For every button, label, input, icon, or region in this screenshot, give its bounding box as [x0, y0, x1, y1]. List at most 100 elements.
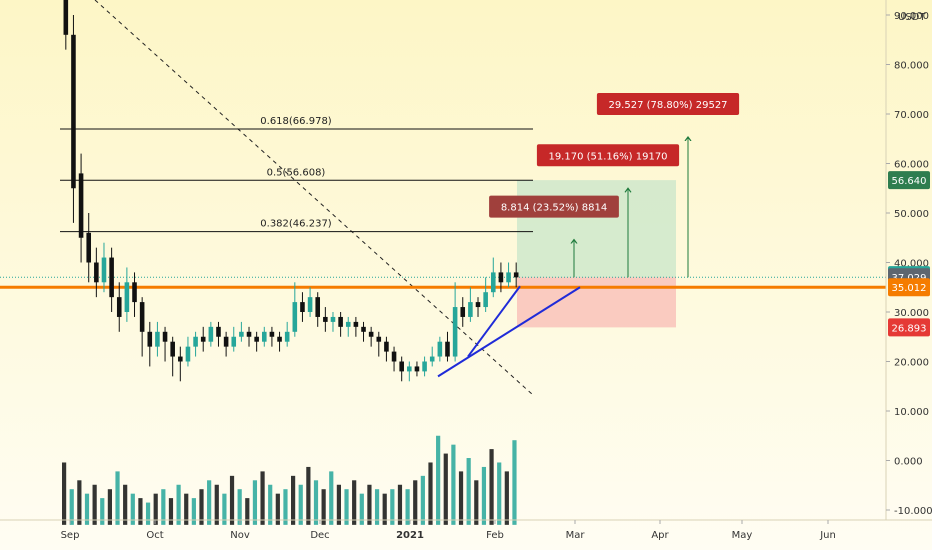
price-axis-tick-label: 70.000: [894, 110, 929, 121]
time-axis-tick-label: Sep: [61, 530, 80, 541]
candle-body: [94, 262, 99, 283]
price-axis-unit: USDT: [898, 12, 926, 23]
price-axis-tick-label: 90.000: [894, 11, 929, 22]
candle-body: [116, 297, 122, 317]
volume-bar: [458, 471, 464, 525]
volume-bar: [451, 444, 456, 525]
volume-bar: [352, 480, 357, 525]
candle-body: [460, 307, 466, 317]
fib-level-label: 0.618(66.978): [260, 116, 332, 127]
candle-body: [475, 302, 481, 308]
volume-bar: [382, 493, 387, 525]
price-axis-tick-label: -10.000: [894, 506, 932, 517]
fib-level-label: 0.382(46.237): [260, 219, 332, 230]
candle-body: [78, 173, 84, 238]
price-axis-tick-label: 40.000: [894, 259, 929, 270]
volume-bar: [336, 484, 341, 525]
time-axis-tick-label: May: [732, 530, 753, 541]
candle-body: [353, 321, 359, 327]
target-label: 8.814 (23.52%) 8814: [501, 203, 607, 214]
ascending-trendline[interactable]: [467, 285, 521, 358]
price-tag-box: [888, 278, 930, 297]
time-axis-tick-label: Mar: [566, 530, 586, 541]
candle-body: [513, 272, 519, 278]
position-loss-zone[interactable]: [517, 277, 676, 328]
candle-body: [239, 331, 244, 337]
candle-body: [368, 331, 374, 337]
volume-bar: [413, 480, 418, 525]
candle-body: [86, 232, 92, 263]
volume-bar: [191, 498, 196, 525]
candle-body: [399, 361, 404, 372]
volume-bar: [344, 489, 349, 525]
candle-body: [307, 297, 313, 312]
candle-body: [63, 0, 69, 35]
candle-body: [376, 336, 382, 342]
volume-bar: [405, 489, 410, 525]
price-axis-tick-label: 80.000: [894, 61, 929, 72]
candle-body: [445, 341, 450, 357]
volume-bar: [138, 498, 143, 525]
candle-body: [109, 257, 114, 298]
price-axis-ticks: 90.000 80.000 70.000 60.000 50.000 40.000 30.0…: [886, 11, 932, 517]
candle-body: [178, 356, 183, 362]
volume-bar: [489, 449, 494, 525]
volume-bar: [313, 480, 319, 525]
candle-body: [323, 316, 328, 322]
price-axis-tick-label: 10.000: [894, 407, 929, 418]
volume-bar: [107, 489, 112, 525]
volume-bar: [184, 493, 189, 525]
volume-bar: [92, 484, 97, 525]
candle-body: [269, 331, 275, 337]
time-axis-ticks: Sep Oct Nov Dec 2021 Feb Mar Apr May Jun: [61, 520, 836, 541]
volume-bar: [268, 484, 273, 525]
volume-bar: [199, 489, 204, 525]
time-axis-tick-label: Nov: [230, 530, 250, 541]
volume-bar: [374, 489, 380, 525]
volume-bar: [359, 493, 364, 525]
volume-bar: [245, 498, 250, 525]
candle-body: [216, 326, 221, 337]
candle-body: [361, 326, 366, 332]
volume-bar: [69, 489, 74, 525]
volume-bar: [62, 462, 67, 525]
candle-body: [223, 336, 229, 347]
candle-body: [139, 302, 145, 332]
volume-bar: [176, 484, 181, 525]
volume-bar: [291, 475, 296, 525]
price-tag-box: [888, 318, 930, 337]
time-axis-tick-label: Feb: [486, 530, 504, 541]
volume-bar: [420, 475, 425, 525]
candle-body: [429, 356, 435, 362]
volume-bar: [214, 484, 219, 525]
volume-bar: [321, 489, 326, 525]
candle-body: [384, 341, 389, 352]
volume-bar: [229, 475, 235, 525]
ascending-trendline[interactable]: [437, 286, 581, 378]
position-profit-zone[interactable]: [517, 180, 676, 278]
candle-body: [162, 331, 168, 342]
fib-level-label: 0.5(56.608): [267, 167, 326, 178]
volume-bar: [298, 484, 303, 525]
volume-bar: [123, 484, 128, 525]
candle-body: [71, 34, 76, 189]
volume-bar: [466, 458, 471, 525]
candle-body: [231, 336, 237, 347]
candle-body: [261, 331, 267, 342]
candle-body: [414, 366, 420, 372]
candle-body: [246, 331, 252, 337]
volume-bar: [306, 466, 311, 525]
volume-bar: [481, 466, 487, 525]
diagonal-trendline[interactable]: [94, 0, 534, 396]
volume-bar: [145, 502, 151, 525]
target-label: 29.527 (78.80%) 29527: [608, 100, 727, 111]
candle-body: [498, 272, 504, 283]
candle-body: [284, 331, 290, 342]
candle-body: [200, 336, 206, 342]
candle-body: [391, 351, 397, 362]
volume-bar: [390, 489, 395, 525]
